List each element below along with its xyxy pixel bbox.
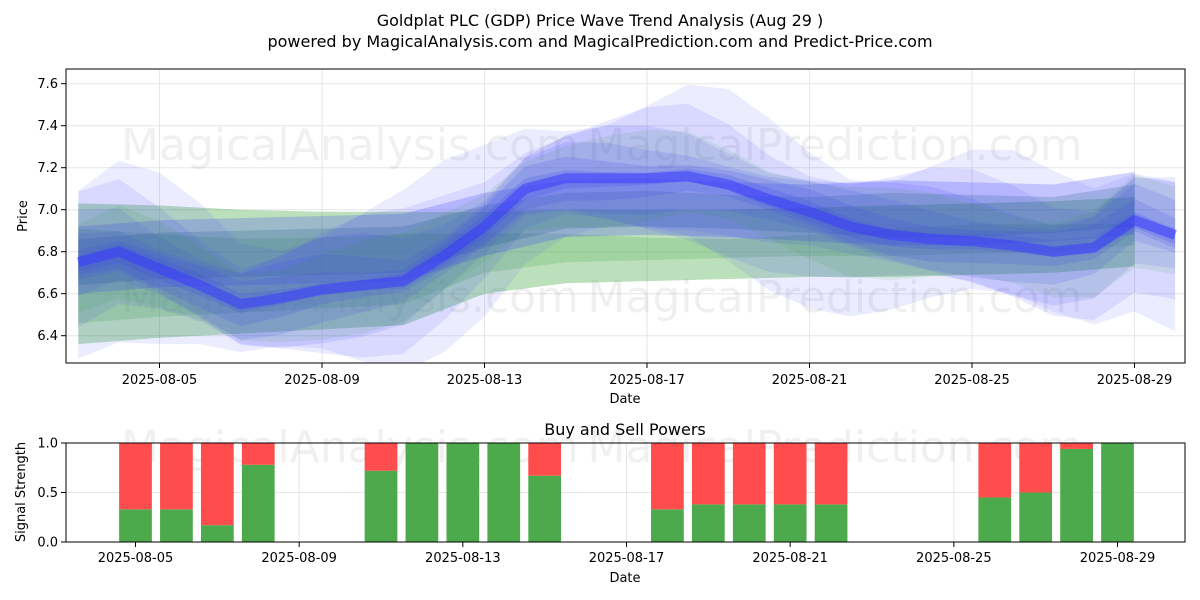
price-x-label: Date: [609, 392, 640, 407]
price-x-tick-label: 2025-08-21: [772, 373, 848, 388]
price-y-label: Price: [16, 200, 31, 232]
buy-bar: [241, 464, 275, 542]
price-y-tick-label: 6.6: [37, 287, 58, 302]
buy-bar: [1060, 448, 1093, 542]
sell-bar: [364, 443, 398, 471]
green-band-inner: [78, 224, 1135, 324]
buy-bar: [200, 525, 234, 542]
signal-y-tick-label: 0.0: [37, 536, 58, 551]
sell-bar: [1060, 443, 1093, 449]
buy-bar: [160, 509, 193, 542]
sell-bar: [160, 443, 193, 510]
price-bands: [77, 84, 1177, 363]
signal-axes: 2025-08-05 2025-08-09 2025-08-13 2025-08-17…: [37, 437, 1155, 567]
price-y-tick-label: 7.2: [37, 161, 58, 176]
buy-bar: [651, 509, 684, 542]
buy-bar: [405, 443, 439, 542]
sell-bar: [978, 443, 1012, 498]
price-x-tick-label: 2025-08-17: [609, 373, 685, 388]
buy-bar: [773, 504, 807, 542]
blue-band-area: [78, 171, 1135, 294]
watermark-text: MagicalPrediction.com: [588, 120, 1083, 171]
signal-x-label: Date: [609, 571, 640, 586]
signal-y-label: Signal Strength: [14, 442, 29, 542]
price-y-tick-label: 6.4: [37, 329, 58, 344]
price-y-tick-label: 7.0: [37, 203, 58, 218]
wave-center-line: [77, 171, 1177, 310]
sell-bar: [528, 443, 562, 476]
chart-subtitle: powered by MagicalAnalysis.com and Magic…: [267, 32, 932, 51]
signal-x-tick-label: 2025-08-13: [425, 551, 501, 566]
wave-ribbon: [78, 125, 1176, 348]
price-x-tick-label: 2025-08-05: [122, 373, 198, 388]
buy-bar: [732, 504, 766, 542]
price-y-tick-label: 7.4: [37, 119, 58, 134]
sell-bar: [241, 443, 275, 465]
signal-y-tick-label: 0.5: [37, 486, 58, 501]
watermark-text: MagicalPrediction.com: [588, 272, 1083, 323]
price-y-tick-label: 7.6: [37, 77, 58, 92]
price-x-tick-label: 2025-08-13: [447, 373, 523, 388]
wave-ribbon: [78, 103, 1176, 358]
signal-x-tick-label: 2025-08-25: [916, 551, 992, 566]
buy-bar: [364, 470, 398, 542]
price-grid: [66, 69, 1185, 363]
buy-bar: [814, 504, 848, 542]
sell-bar: [773, 443, 807, 505]
signal-x-tick-label: 2025-08-17: [589, 551, 665, 566]
price-plot-frame: [65, 68, 1186, 364]
buy-bar: [528, 475, 562, 542]
price-x-tick-label: 2025-08-29: [1097, 373, 1173, 388]
chart-title: Goldplat PLC (GDP) Price Wave Trend Anal…: [377, 11, 824, 30]
wave-ribbon: [78, 84, 1176, 363]
price-x-tick-label: 2025-08-09: [284, 373, 360, 388]
sell-bar: [119, 443, 152, 510]
signal-x-tick-label: 2025-08-09: [261, 551, 337, 566]
sell-bar: [732, 443, 766, 505]
signal-y-tick-label: 1.0: [37, 437, 58, 452]
signal-x-tick-label: 2025-08-21: [752, 551, 828, 566]
sell-bar: [691, 443, 725, 505]
watermark-text: MagicalAnalysis.com: [121, 120, 579, 171]
buy-bar: [1019, 492, 1053, 542]
signal-x-tick-label: 2025-08-29: [1080, 551, 1156, 566]
signal-x-tick-label: 2025-08-05: [98, 551, 174, 566]
buy-bar: [119, 509, 152, 542]
sell-bar: [651, 443, 684, 510]
buy-bar: [487, 443, 521, 542]
buy-bar: [446, 443, 480, 542]
price-axes: 2025-08-05 2025-08-09 2025-08-13 2025-08-17…: [37, 77, 1172, 388]
buy-bar: [691, 504, 725, 542]
price-y-tick-label: 6.8: [37, 245, 58, 260]
price-x-tick-label: 2025-08-25: [934, 373, 1010, 388]
buy-bar: [978, 497, 1012, 542]
signal-bars: [119, 443, 1134, 542]
sell-bar: [814, 443, 848, 505]
sell-bar: [200, 443, 234, 526]
signal-chart-title: Buy and Sell Powers: [544, 420, 706, 439]
buy-bar: [1101, 443, 1134, 542]
sell-bar: [1019, 443, 1053, 493]
blue-band-inner: [78, 184, 1135, 286]
